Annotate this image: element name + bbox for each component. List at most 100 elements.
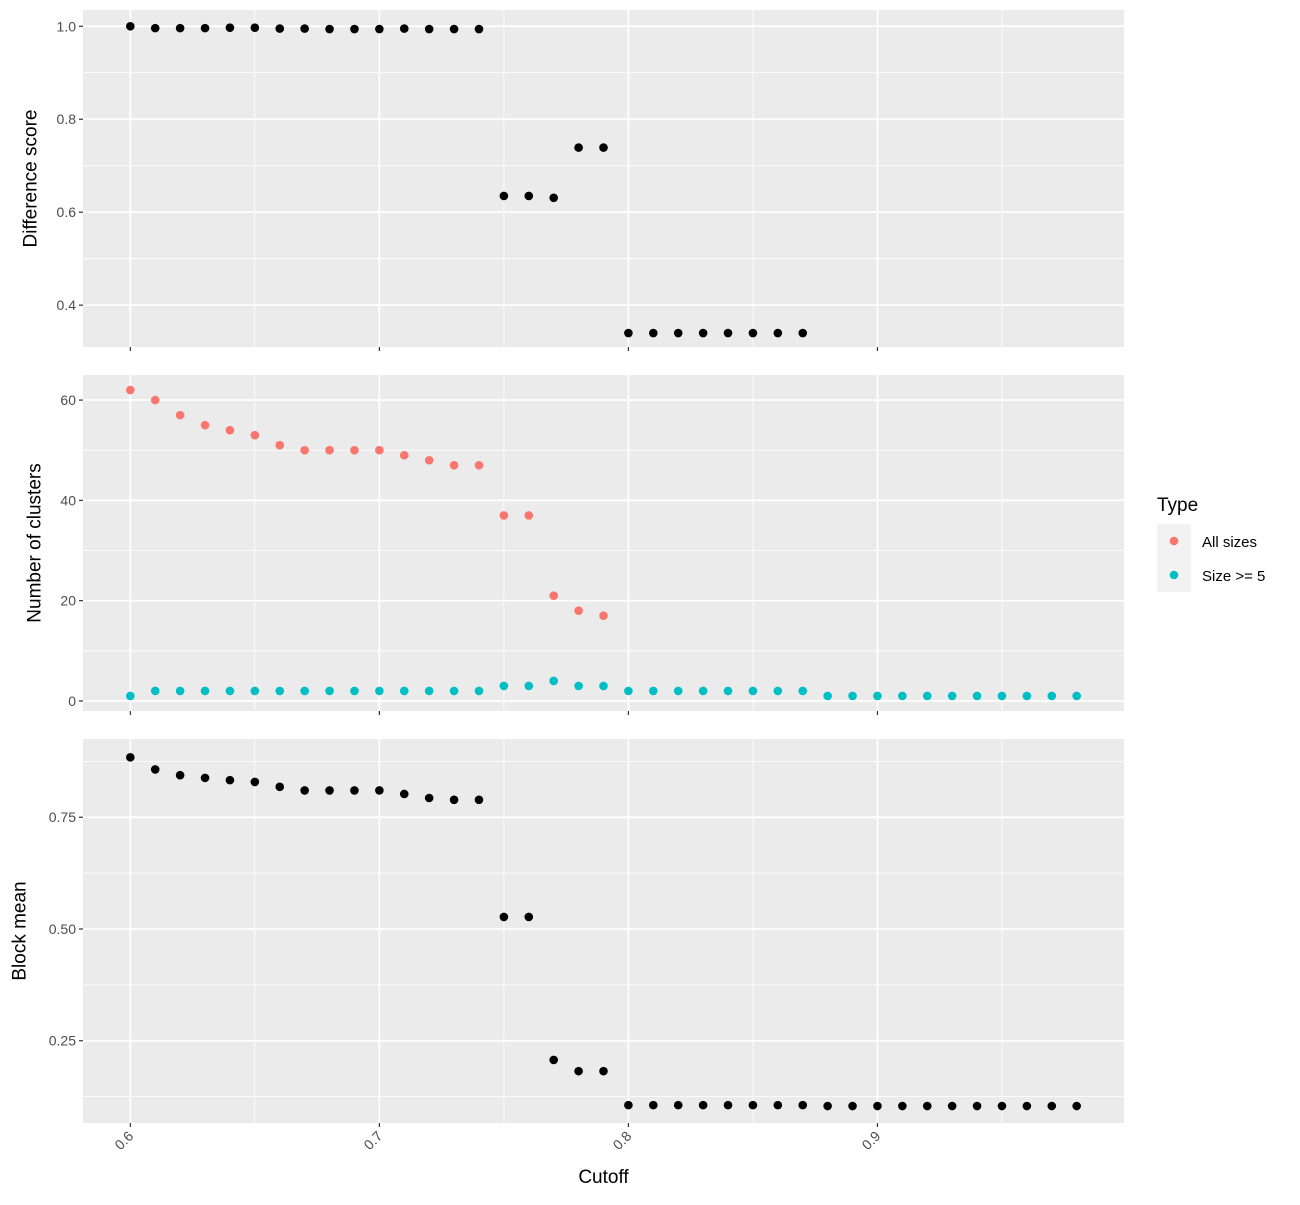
data-point (449, 795, 459, 805)
y-tick-label: 0.6 (57, 204, 77, 220)
data-point (599, 611, 608, 621)
data-point (574, 681, 583, 691)
x-tick-label: 0.9 (858, 1128, 883, 1153)
data-point (549, 591, 558, 600)
data-point (474, 686, 484, 696)
data-point (399, 24, 409, 33)
data-point (823, 1101, 832, 1111)
data-point (574, 1066, 583, 1076)
data-point (898, 691, 907, 701)
data-point (126, 753, 135, 762)
data-point (375, 786, 384, 795)
data-point (225, 775, 235, 785)
data-point (449, 24, 459, 34)
series-points (126, 753, 1081, 1111)
data-point (375, 686, 384, 696)
data-point (325, 445, 334, 455)
data-point (499, 912, 509, 922)
data-point (773, 1100, 783, 1110)
data-point (972, 1101, 982, 1111)
panel-background (83, 375, 1124, 711)
y-tick-label: 0 (68, 693, 76, 709)
data-point (275, 782, 285, 792)
series-all-sizes (126, 385, 608, 621)
data-point (624, 1100, 633, 1110)
data-point (275, 686, 285, 696)
data-point (126, 691, 135, 701)
data-point (848, 691, 857, 701)
data-point (300, 686, 309, 696)
data-point (1072, 691, 1081, 701)
data-point (972, 691, 982, 701)
data-point (599, 143, 608, 152)
data-point (225, 425, 235, 435)
data-point (723, 1100, 733, 1110)
y-tick-label: 0.25 (49, 1033, 76, 1049)
data-point (375, 445, 384, 455)
panel-difference-score: 0.4 0.6 0.8 1.0 Difference score (21, 10, 1124, 351)
data-point (474, 795, 484, 805)
data-point (574, 606, 583, 616)
panel-background (83, 10, 1124, 347)
data-point (350, 24, 359, 34)
data-point (574, 143, 583, 152)
x-tick-label: 0.8 (609, 1128, 634, 1153)
data-point (250, 23, 260, 32)
data-point (798, 686, 808, 696)
legend: Type All sizes Size >= 5 (1157, 495, 1265, 592)
y-tick-label: 0.4 (57, 297, 77, 313)
data-point (1072, 1101, 1081, 1111)
data-point (126, 21, 135, 31)
data-point (947, 1101, 957, 1111)
data-point (275, 24, 285, 33)
data-point (549, 676, 558, 686)
data-point (350, 786, 359, 795)
data-point (175, 23, 185, 33)
data-point (798, 1100, 808, 1110)
data-point (350, 686, 359, 696)
data-point (649, 686, 658, 696)
data-point (798, 328, 808, 338)
data-point (375, 24, 384, 34)
data-point (126, 385, 135, 395)
data-point (424, 793, 434, 803)
data-point (499, 511, 509, 520)
data-point (350, 445, 359, 455)
data-point (748, 328, 758, 338)
data-point (673, 1100, 683, 1110)
data-point (549, 1055, 558, 1065)
data-point (624, 686, 633, 696)
data-point (200, 686, 210, 696)
data-point (150, 23, 160, 33)
legend-title: Type (1157, 495, 1198, 516)
data-point (399, 686, 409, 696)
y-tick-label: 0.50 (49, 921, 76, 937)
data-point (898, 1101, 907, 1111)
series-points (126, 21, 808, 338)
data-point (399, 450, 409, 460)
data-point (599, 1066, 608, 1076)
data-point (325, 686, 334, 696)
data-point (524, 912, 534, 922)
panel-background (83, 739, 1124, 1123)
data-point (250, 686, 260, 696)
panel-block-mean: 0.25 0.50 0.75 0.6 0.7 0.8 0.9 Block mean Cutoff (10, 739, 1124, 1188)
y-axis-title: Number of clusters (25, 463, 46, 622)
data-point (200, 773, 210, 783)
x-tick-label: 0.6 (111, 1128, 136, 1153)
data-point (250, 777, 260, 787)
data-point (225, 23, 235, 32)
data-point (698, 686, 708, 696)
data-point (524, 681, 534, 691)
data-point (997, 1101, 1007, 1111)
data-point (848, 1101, 857, 1111)
data-point (424, 686, 434, 696)
y-tick-label: 20 (60, 593, 76, 609)
data-point (773, 686, 783, 696)
data-point (300, 445, 309, 455)
data-point (225, 686, 235, 696)
data-point (424, 455, 434, 465)
x-axis-title: Cutoff (578, 1167, 629, 1188)
data-point (549, 193, 558, 203)
data-point (499, 681, 509, 691)
